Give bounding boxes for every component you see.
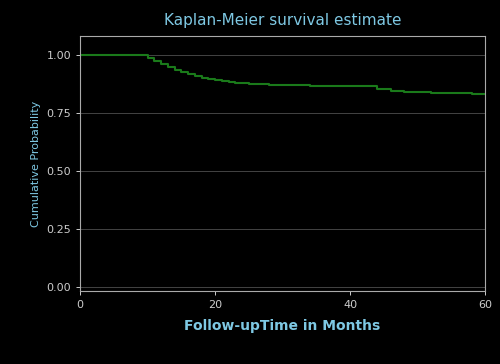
Y-axis label: Cumulative Probability: Cumulative Probability <box>30 101 40 227</box>
Title: Kaplan-Meier survival estimate: Kaplan-Meier survival estimate <box>164 13 401 28</box>
X-axis label: Follow-upTime in Months: Follow-upTime in Months <box>184 318 380 333</box>
